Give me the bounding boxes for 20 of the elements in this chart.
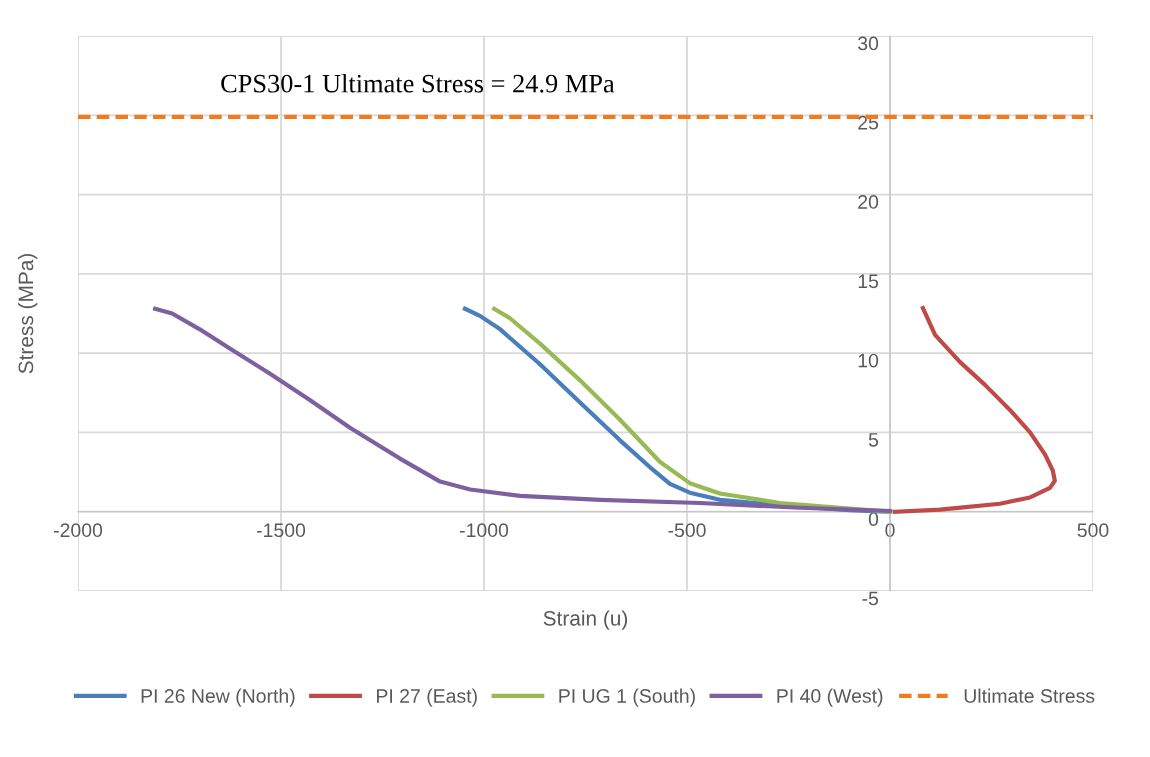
x-tick-label: -1000 <box>460 523 509 538</box>
x-tick-label: -2000 <box>54 523 103 538</box>
legend-label: PI UG 1 (South) <box>559 688 695 707</box>
y-tick-label: 10 <box>858 353 879 368</box>
legend-label: PI 26 New (North) <box>141 688 295 707</box>
y-tick-label: 30 <box>858 36 879 51</box>
y-axis-title: Stress (MPa) <box>17 254 38 374</box>
x-tick-label: 500 <box>1077 523 1109 538</box>
legend-label: PI 40 (West) <box>777 688 883 707</box>
y-tick-label: 5 <box>868 433 879 447</box>
legend-label: Ultimate Stress <box>964 688 1095 703</box>
legend-label: PI 27 (East) <box>377 688 477 707</box>
y-tick-label: 20 <box>858 195 879 209</box>
x-axis-title: Strain (u) <box>543 610 628 630</box>
y-tick-label: 15 <box>858 274 879 289</box>
x-tick-label: -1500 <box>257 523 306 538</box>
x-tick-label: 0 <box>885 523 895 538</box>
annotation: CPS30-1 Ultimate Stress = 24.9 MPa <box>221 73 615 93</box>
y-tick-label: -5 <box>862 591 879 606</box>
x-tick-label: -500 <box>668 523 706 538</box>
